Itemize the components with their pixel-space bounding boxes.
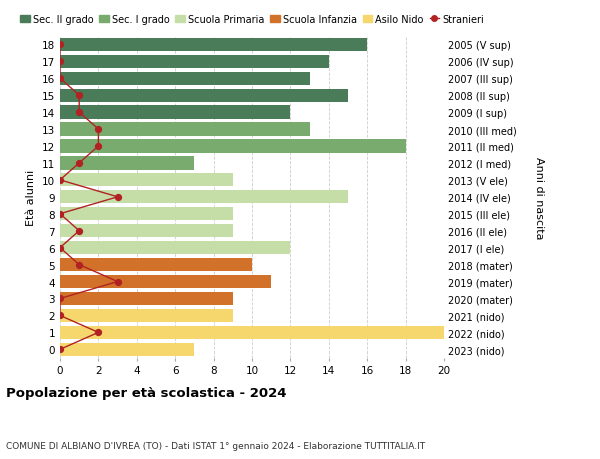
Bar — [60, 241, 290, 255]
Point — [55, 245, 65, 252]
Point — [94, 126, 103, 134]
Point — [55, 346, 65, 353]
Point — [55, 295, 65, 302]
Bar — [60, 157, 194, 170]
Bar — [60, 106, 290, 119]
Point — [94, 143, 103, 150]
Bar — [60, 292, 233, 305]
Point — [55, 41, 65, 49]
Point — [74, 160, 84, 167]
Bar — [60, 326, 444, 339]
Y-axis label: Anni di nascita: Anni di nascita — [533, 156, 544, 239]
Bar — [60, 90, 348, 102]
Y-axis label: Età alunni: Età alunni — [26, 169, 37, 225]
Bar — [60, 191, 348, 204]
Bar — [60, 56, 329, 69]
Bar — [60, 140, 406, 153]
Bar — [60, 207, 233, 221]
Bar — [60, 343, 194, 356]
Legend: Sec. II grado, Sec. I grado, Scuola Primaria, Scuola Infanzia, Asilo Nido, Stran: Sec. II grado, Sec. I grado, Scuola Prim… — [16, 11, 488, 28]
Point — [55, 58, 65, 66]
Point — [74, 228, 84, 235]
Text: COMUNE DI ALBIANO D'IVREA (TO) - Dati ISTAT 1° gennaio 2024 - Elaborazione TUTTI: COMUNE DI ALBIANO D'IVREA (TO) - Dati IS… — [6, 441, 425, 450]
Bar — [60, 73, 310, 85]
Bar — [60, 309, 233, 322]
Bar — [60, 258, 252, 272]
Point — [74, 109, 84, 117]
Bar — [60, 275, 271, 289]
Point — [74, 261, 84, 269]
Point — [74, 92, 84, 100]
Point — [55, 211, 65, 218]
Bar — [60, 123, 310, 136]
Bar — [60, 224, 233, 238]
Point — [55, 177, 65, 184]
Point — [113, 278, 122, 285]
Bar — [60, 39, 367, 52]
Point — [113, 194, 122, 201]
Point — [94, 329, 103, 336]
Point — [55, 75, 65, 83]
Text: Popolazione per età scolastica - 2024: Popolazione per età scolastica - 2024 — [6, 386, 287, 399]
Bar — [60, 174, 233, 187]
Point — [55, 312, 65, 319]
